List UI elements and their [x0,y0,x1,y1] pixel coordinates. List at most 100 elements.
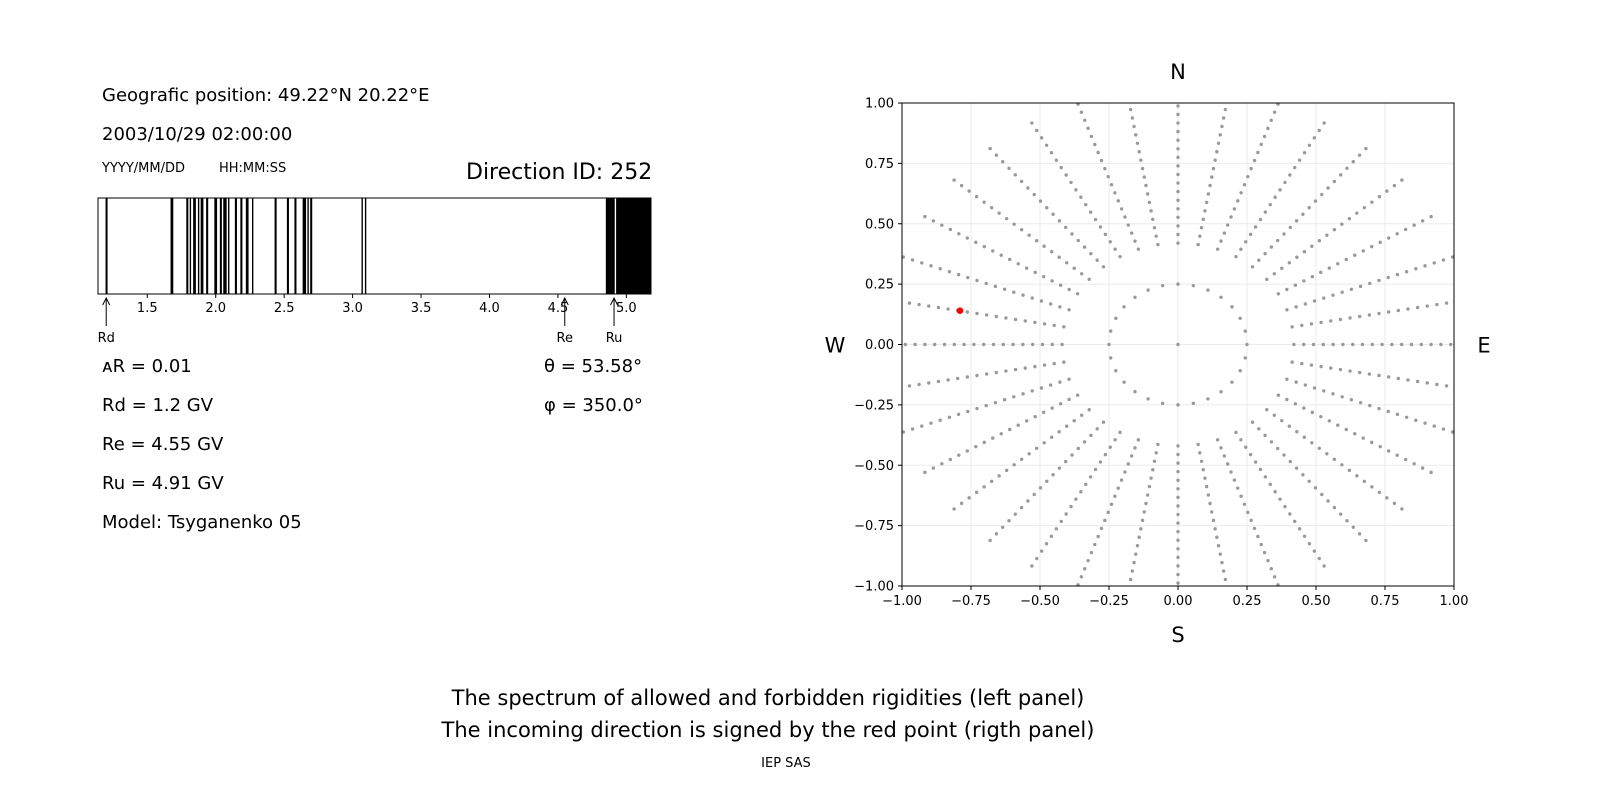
direction-point [1302,279,1306,283]
direction-point [1114,316,1118,321]
direction-point [1294,219,1299,223]
direction-point [1419,342,1423,347]
direction-point [1052,361,1056,366]
direction-point [1033,270,1037,275]
forbidden-band [186,198,189,294]
direction-point [1119,478,1124,482]
direction-point [1176,189,1180,194]
direction-point [1221,116,1226,120]
direction-point [1344,427,1348,432]
direction-point [1086,126,1090,131]
direction-point [1002,287,1007,291]
direction-point [1290,325,1294,329]
direction-point [1130,116,1135,120]
direction-point [1361,249,1365,253]
direction-point [1236,199,1240,203]
direction-sky-plot: −1.00−1.00 −0.75 −0.75 −0.50 −0.50 −0.25 −0.25… [825,60,1491,647]
direction-point [1050,406,1054,410]
y-tick-label: −0.25 [854,398,894,413]
direction-point [1013,512,1018,516]
direction-point [1213,527,1217,531]
direction-point [1145,493,1150,497]
direction-point [1263,210,1268,214]
direction-point [1252,526,1257,531]
direction-point [1331,342,1335,347]
direction-point [1288,459,1293,464]
direction-point [1340,222,1344,226]
direction-point [938,267,942,271]
direction-point [1294,380,1298,384]
direction-point [948,227,953,232]
marker-arrow-head [560,296,569,306]
spectrum-frame [97,197,652,295]
direction-point [1013,367,1018,372]
direction-point [1348,369,1352,373]
direction-point [994,532,999,536]
direction-point [1004,216,1009,221]
direction-point [1199,226,1204,230]
direction-point [1303,383,1308,387]
x-tick-label: 5.0 [616,301,637,316]
direction-point [997,474,1001,478]
direction-point [1208,501,1212,506]
credit-label: IEP SAS [761,756,811,771]
direction-point [1024,266,1029,270]
direction-point [1292,342,1296,347]
direction-point [1327,266,1332,270]
date-format-label: YYYY/MM/DD [102,161,185,176]
direction-point [957,453,961,457]
direction-point [989,479,994,484]
direction-point [1325,452,1329,456]
direction-point [1351,525,1355,529]
direction-point [1390,342,1394,347]
direction-point [1049,534,1054,538]
direction-point [1101,420,1106,424]
direction-point [1021,342,1025,347]
direction-point [1429,470,1433,475]
direction-point [1144,501,1148,506]
direction-point [1285,397,1289,402]
direction-point [1249,518,1253,523]
direction-point [994,370,998,375]
direction-point [1234,430,1238,435]
direction-point [1310,274,1315,279]
direction-point [1351,342,1355,347]
direction-point [1206,493,1211,497]
direction-point [1176,487,1180,491]
direction-point [1076,446,1080,451]
direction-point [1176,478,1180,482]
direction-point [1113,494,1117,498]
direction-point [1322,564,1326,568]
x-tick-label: 3.5 [411,301,432,316]
direction-point [1322,121,1326,125]
direction-point [1239,191,1243,195]
direction-point [1079,575,1084,579]
forbidden-band [274,198,277,294]
direction-point [1345,519,1349,523]
direction-point [942,342,947,347]
direction-point [1099,526,1104,531]
direction-point [1340,463,1344,467]
marker-arrow-head [102,296,111,306]
direction-point [993,400,998,405]
direction-point [1378,444,1382,449]
direction-point [1272,110,1277,114]
direction-point [1114,368,1118,373]
direction-point [1082,440,1087,444]
x-tick-label: −0.50 [1020,594,1060,609]
direction-point [1001,525,1005,529]
direction-point [1087,277,1091,282]
direction-point [1302,151,1307,155]
direction-point [913,342,917,347]
direction-point [1246,174,1250,179]
y-tick-label: 0.50 [865,217,894,232]
direction-point [1307,542,1312,546]
direction-point [1044,542,1049,546]
direction-point [1392,501,1397,506]
direction-point [1317,128,1321,133]
direction-point [1160,283,1165,288]
direction-point [1248,232,1253,237]
direction-point [1322,389,1326,393]
direction-point [1216,141,1221,145]
direction-point [1423,264,1427,268]
